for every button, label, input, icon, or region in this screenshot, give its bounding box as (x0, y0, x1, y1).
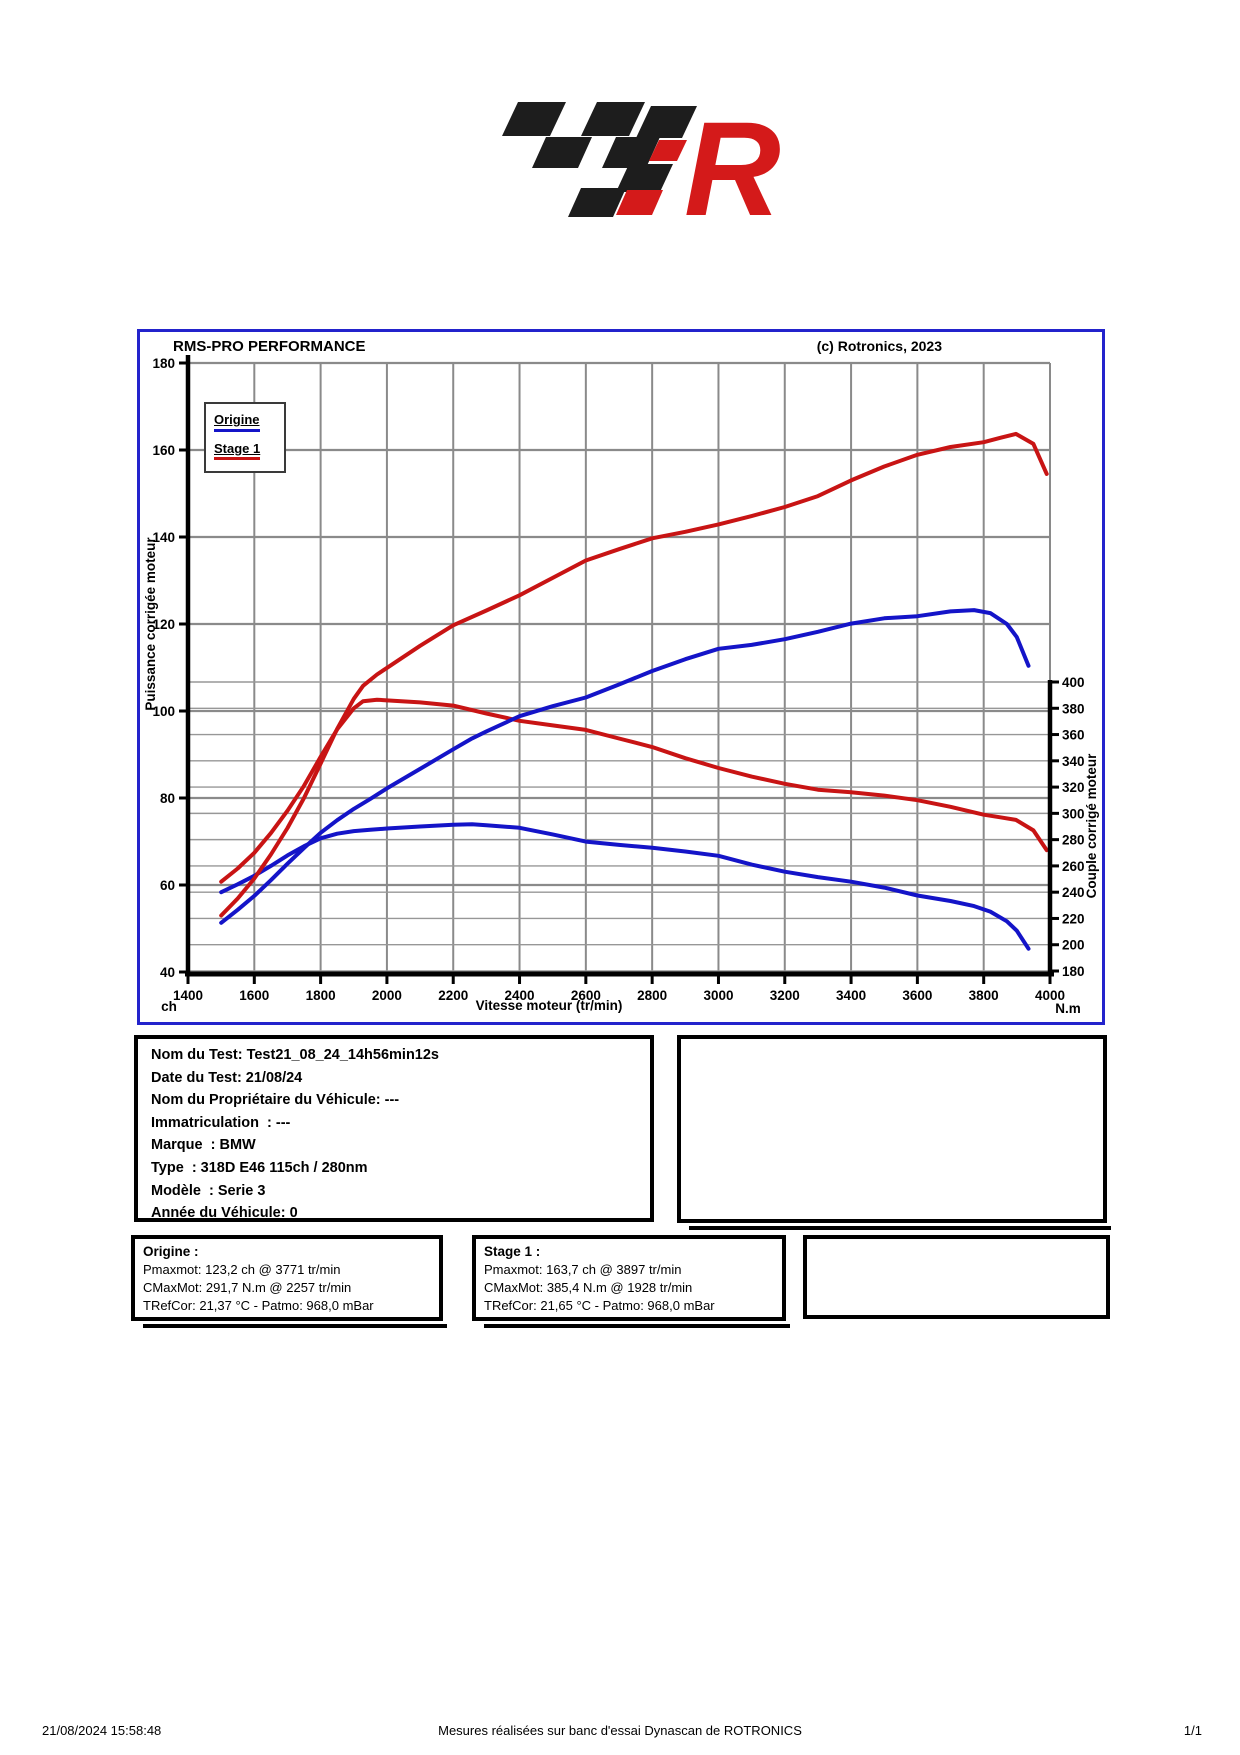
footer-datetime: 21/08/2024 15:58:48 (42, 1723, 162, 1738)
x-tick-label: 4000 (1035, 988, 1065, 1003)
curve-origine-couple (219, 822, 1031, 951)
curve-origine-puissance (219, 608, 1031, 925)
y-left-tick-label: 60 (160, 878, 175, 893)
y-right-tick-label: 180 (1062, 964, 1085, 979)
legend-label-stage1: Stage 1 (214, 441, 261, 461)
origine-pmax: Pmaxmot: 123,2 ch @ 3771 tr/min (143, 1262, 341, 1277)
dyno-chart: RMS-PRO PERFORMANCE (c) Rotronics, 2023 … (137, 329, 1105, 1025)
test-date-line: Date du Test: 21/08/24 (151, 1069, 303, 1086)
chart-title: RMS-PRO PERFORMANCE (173, 338, 366, 355)
x-tick-label: 2400 (505, 988, 535, 1003)
y-left-tick-label: 80 (160, 791, 175, 806)
origine-cmax: CMaxMot: 291,7 N.m @ 2257 tr/min (143, 1280, 352, 1295)
brand-line: Marque : BMW (151, 1137, 256, 1154)
chart-copyright: (c) Rotronics, 2023 (817, 338, 942, 354)
origine-result-box: Origine : Pmaxmot: 123,2 ch @ 3771 tr/mi… (131, 1235, 447, 1328)
x-tick-label: 3400 (836, 988, 866, 1003)
y-right-tick-label: 200 (1062, 938, 1085, 953)
footer-page-number: 1/1 (1183, 1723, 1202, 1738)
test-info-box: Nom du Test: Test21_08_24_14h56min12s Da… (134, 1035, 654, 1222)
x-tick-label: 2000 (372, 988, 402, 1003)
y-right-tick-label: 320 (1062, 780, 1085, 795)
curve-stage1-puissance (219, 431, 1049, 918)
x-tick-label: 3600 (902, 988, 932, 1003)
x-tick-label: 1400 (173, 988, 203, 1003)
x-tick-label: 3200 (770, 988, 800, 1003)
x-tick-label: 1800 (306, 988, 336, 1003)
y-right-tick-label: 360 (1062, 728, 1085, 743)
empty-box-top-right (677, 1035, 1111, 1230)
model-line: Modèle : Serie 3 (151, 1182, 266, 1199)
vehicle-year-line: Année du Véhicule: 0 (151, 1205, 298, 1222)
y-right-tick-label: 240 (1062, 885, 1085, 900)
owner-line: Nom du Propriétaire du Véhicule: --- (151, 1092, 400, 1109)
type-line: Type : 318D E46 115ch / 280nm (151, 1159, 368, 1176)
y-left-tick-label: 40 (160, 965, 175, 980)
gridlines (187, 361, 1051, 974)
left-unit-label: ch (161, 999, 177, 1014)
footer-bench-note: Mesures réalisées sur banc d'essai Dynas… (438, 1723, 802, 1738)
legend-entry-stage1: Stage 1 (214, 440, 276, 461)
y-right-tick-label: 300 (1062, 806, 1085, 821)
x-tick-label: 2800 (637, 988, 667, 1003)
y-right-tick-label: 220 (1062, 911, 1085, 926)
x-axis-title: Vitesse moteur (tr/min) (476, 998, 623, 1013)
x-tick-label: 2200 (438, 988, 468, 1003)
x-tick-label: 2600 (571, 988, 601, 1003)
y-right-tick-label: 260 (1062, 859, 1085, 874)
origine-trefcor: TRefCor: 21,37 °C - Patmo: 968,0 mBar (143, 1298, 374, 1313)
tick-labels: 1400 1600 1800 2000 2200 2400 2600 2800 3000 3200… (152, 356, 1084, 1003)
y-left-tick-label: 180 (152, 356, 175, 371)
stage1-pmax: Pmaxmot: 163,7 ch @ 3897 tr/min (484, 1262, 682, 1277)
stage1-title: Stage 1 : (484, 1244, 541, 1259)
y-right-axis-title: Couple corrigé moteur (1084, 753, 1099, 899)
stage1-result-box: Stage 1 : Pmaxmot: 163,7 ch @ 3897 tr/mi… (472, 1235, 790, 1328)
test-name-line: Nom du Test: Test21_08_24_14h56min12s (151, 1047, 439, 1063)
y-right-tick-label: 380 (1062, 701, 1085, 716)
curve-stage1-couple (219, 697, 1049, 884)
x-tick-label: 1600 (239, 988, 269, 1003)
legend-label-origine: Origine (214, 413, 260, 432)
origine-title: Origine : (143, 1244, 199, 1259)
chart-legend: Origine Stage 1 (204, 402, 286, 474)
y-left-tick-label: 100 (152, 704, 175, 719)
rotronics-logo: R (502, 95, 781, 228)
logo-letter-r: R (684, 95, 781, 228)
y-left-tick-label: 160 (152, 443, 175, 458)
x-tick-label: 3800 (969, 988, 999, 1003)
checkered-flag-icon (502, 102, 697, 217)
y-left-axis-title: Puissance corrigée moteur (143, 537, 158, 711)
stage1-trefcor: TRefCor: 21,65 °C - Patmo: 968,0 mBar (484, 1298, 715, 1313)
x-tick-label: 3000 (703, 988, 733, 1003)
y-right-tick-label: 340 (1062, 754, 1085, 769)
y-right-tick-label: 400 (1062, 675, 1085, 690)
y-left-tick-label: 140 (152, 530, 175, 545)
empty-box-bottom-right (803, 1235, 1110, 1319)
legend-entry-origine: Origine (214, 411, 276, 432)
dyno-curves (219, 431, 1049, 951)
y-right-tick-label: 280 (1062, 833, 1085, 848)
right-unit-label: N.m (1055, 1001, 1081, 1016)
axes (185, 355, 1054, 977)
registration-line: Immatriculation : --- (151, 1114, 291, 1131)
chart-border (137, 329, 1105, 1025)
stage1-cmax: CMaxMot: 385,4 N.m @ 1928 tr/min (484, 1280, 693, 1295)
page-footer: Mesures réalisées sur banc d'essai Dynas… (0, 1723, 1240, 1743)
y-left-tick-label: 120 (152, 617, 175, 632)
